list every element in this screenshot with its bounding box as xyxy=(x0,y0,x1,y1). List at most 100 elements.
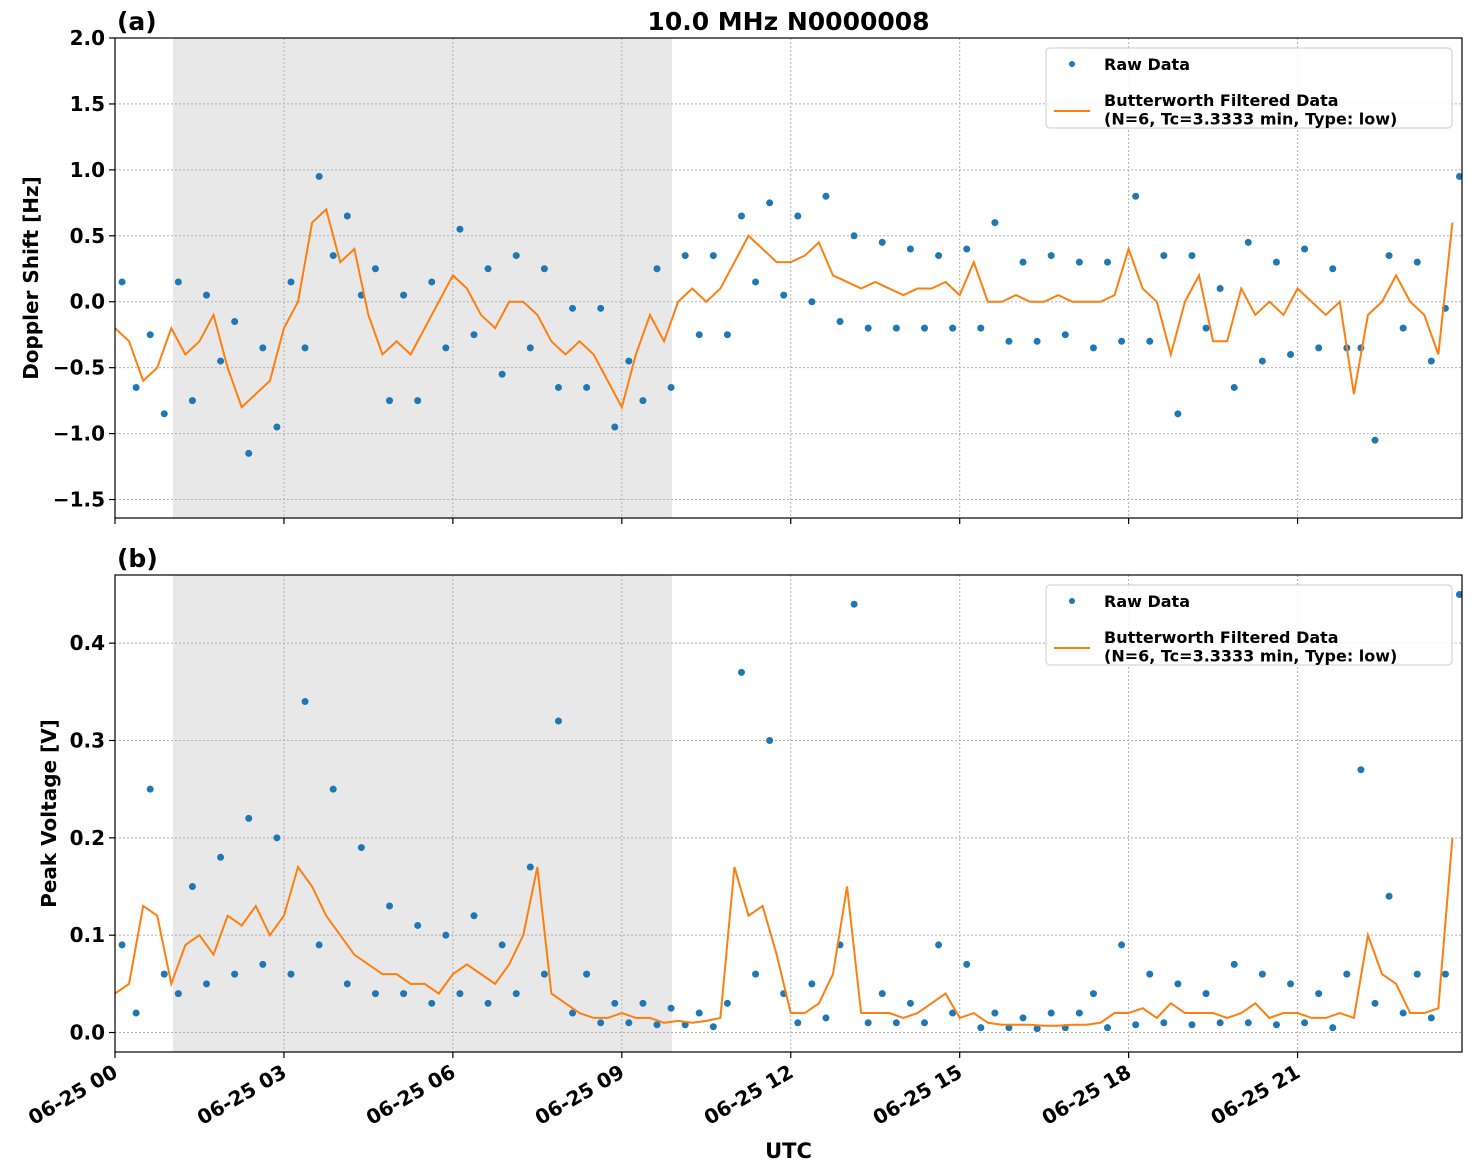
raw-point xyxy=(752,278,760,286)
raw-point xyxy=(301,344,309,352)
legend-label: Raw Data xyxy=(1104,55,1190,74)
raw-point xyxy=(1202,324,1210,332)
x-tick-label: 06-25 06 xyxy=(362,1060,460,1130)
raw-point xyxy=(1216,1019,1224,1027)
raw-point xyxy=(737,212,745,220)
raw-point xyxy=(1399,324,1407,332)
y-tick-label: 0.1 xyxy=(70,923,105,947)
raw-point xyxy=(977,1024,985,1032)
raw-point xyxy=(1019,258,1027,266)
raw-point xyxy=(1216,285,1224,293)
raw-point xyxy=(329,785,337,793)
raw-point xyxy=(794,1019,802,1027)
raw-point xyxy=(1202,990,1210,998)
x-tick-label: 06-25 21 xyxy=(1207,1060,1305,1130)
raw-point xyxy=(470,912,478,920)
raw-point xyxy=(597,1019,605,1027)
raw-point xyxy=(1188,1021,1196,1029)
raw-point xyxy=(160,970,168,978)
raw-point xyxy=(1399,1009,1407,1017)
raw-point xyxy=(1047,252,1055,260)
y-tick-label: 1.0 xyxy=(70,158,105,182)
chart-title: 10.0 MHz N0000008 xyxy=(647,7,929,36)
raw-point xyxy=(1230,383,1238,391)
raw-point xyxy=(949,1009,957,1017)
raw-point xyxy=(583,383,591,391)
raw-point xyxy=(188,883,196,891)
raw-point xyxy=(259,960,267,968)
y-tick-label: −1.0 xyxy=(53,422,105,446)
plot-area xyxy=(115,590,1462,1033)
raw-point xyxy=(1258,357,1266,365)
raw-point xyxy=(639,999,647,1007)
raw-point xyxy=(808,298,816,306)
raw-point xyxy=(892,1019,900,1027)
raw-point xyxy=(611,999,619,1007)
x-tick-label: 06-25 00 xyxy=(24,1060,122,1130)
panel-label: (a) xyxy=(117,7,157,36)
raw-point xyxy=(245,449,253,457)
raw-point xyxy=(963,960,971,968)
raw-point xyxy=(1413,258,1421,266)
raw-point xyxy=(723,999,731,1007)
raw-point xyxy=(1033,1025,1041,1033)
shaded-span xyxy=(173,575,672,1052)
shaded-span xyxy=(173,38,672,518)
raw-point xyxy=(174,278,182,286)
axes-frame xyxy=(114,574,1463,1053)
raw-point xyxy=(1104,1024,1112,1032)
raw-point xyxy=(386,397,394,405)
raw-point xyxy=(1033,337,1041,345)
raw-point xyxy=(1272,258,1280,266)
y-tick-label: 0.4 xyxy=(70,631,105,655)
raw-point xyxy=(287,970,295,978)
raw-point xyxy=(1315,990,1323,998)
raw-point xyxy=(1301,1019,1309,1027)
raw-point xyxy=(1019,1014,1027,1022)
raw-point xyxy=(1371,436,1379,444)
raw-point xyxy=(160,410,168,418)
legend-box xyxy=(1045,47,1453,129)
raw-point xyxy=(245,814,253,822)
raw-point xyxy=(850,232,858,240)
raw-point xyxy=(766,199,774,207)
raw-point xyxy=(1258,970,1266,978)
raw-point xyxy=(400,291,408,299)
legend-label: Butterworth Filtered Data (N=6, Tc=3.3333… xyxy=(1104,91,1397,128)
raw-point xyxy=(906,999,914,1007)
raw-point xyxy=(400,990,408,998)
raw-point xyxy=(1329,265,1337,273)
raw-point xyxy=(1118,337,1126,345)
raw-point xyxy=(259,344,267,352)
raw-point xyxy=(794,212,802,220)
raw-point xyxy=(1089,990,1097,998)
raw-point xyxy=(315,941,323,949)
raw-point xyxy=(991,219,999,227)
raw-point xyxy=(583,970,591,978)
filtered-line xyxy=(115,207,1454,410)
raw-point xyxy=(1287,980,1295,988)
y-tick-label: 0.0 xyxy=(70,1021,105,1045)
raw-point xyxy=(371,265,379,273)
raw-point xyxy=(540,970,548,978)
raw-point xyxy=(343,212,351,220)
raw-point xyxy=(526,344,534,352)
raw-point xyxy=(1427,357,1435,365)
raw-point xyxy=(203,291,211,299)
raw-point xyxy=(1174,980,1182,988)
x-tick-label: 06-25 09 xyxy=(531,1060,629,1130)
plot-area xyxy=(115,172,1462,457)
y-tick-label: −1.5 xyxy=(53,488,105,512)
x-tick-label: 06-25 18 xyxy=(1038,1060,1136,1130)
raw-point xyxy=(653,265,661,273)
y-tick-label: 0.0 xyxy=(70,290,105,314)
raw-point xyxy=(639,397,647,405)
x-tick-label: 06-25 03 xyxy=(193,1060,291,1130)
raw-point xyxy=(977,324,985,332)
raw-point xyxy=(695,331,703,339)
raw-point xyxy=(174,990,182,998)
raw-point xyxy=(1146,970,1154,978)
raw-point xyxy=(1427,1014,1435,1022)
raw-point xyxy=(1272,1021,1280,1029)
raw-point xyxy=(1357,766,1365,774)
